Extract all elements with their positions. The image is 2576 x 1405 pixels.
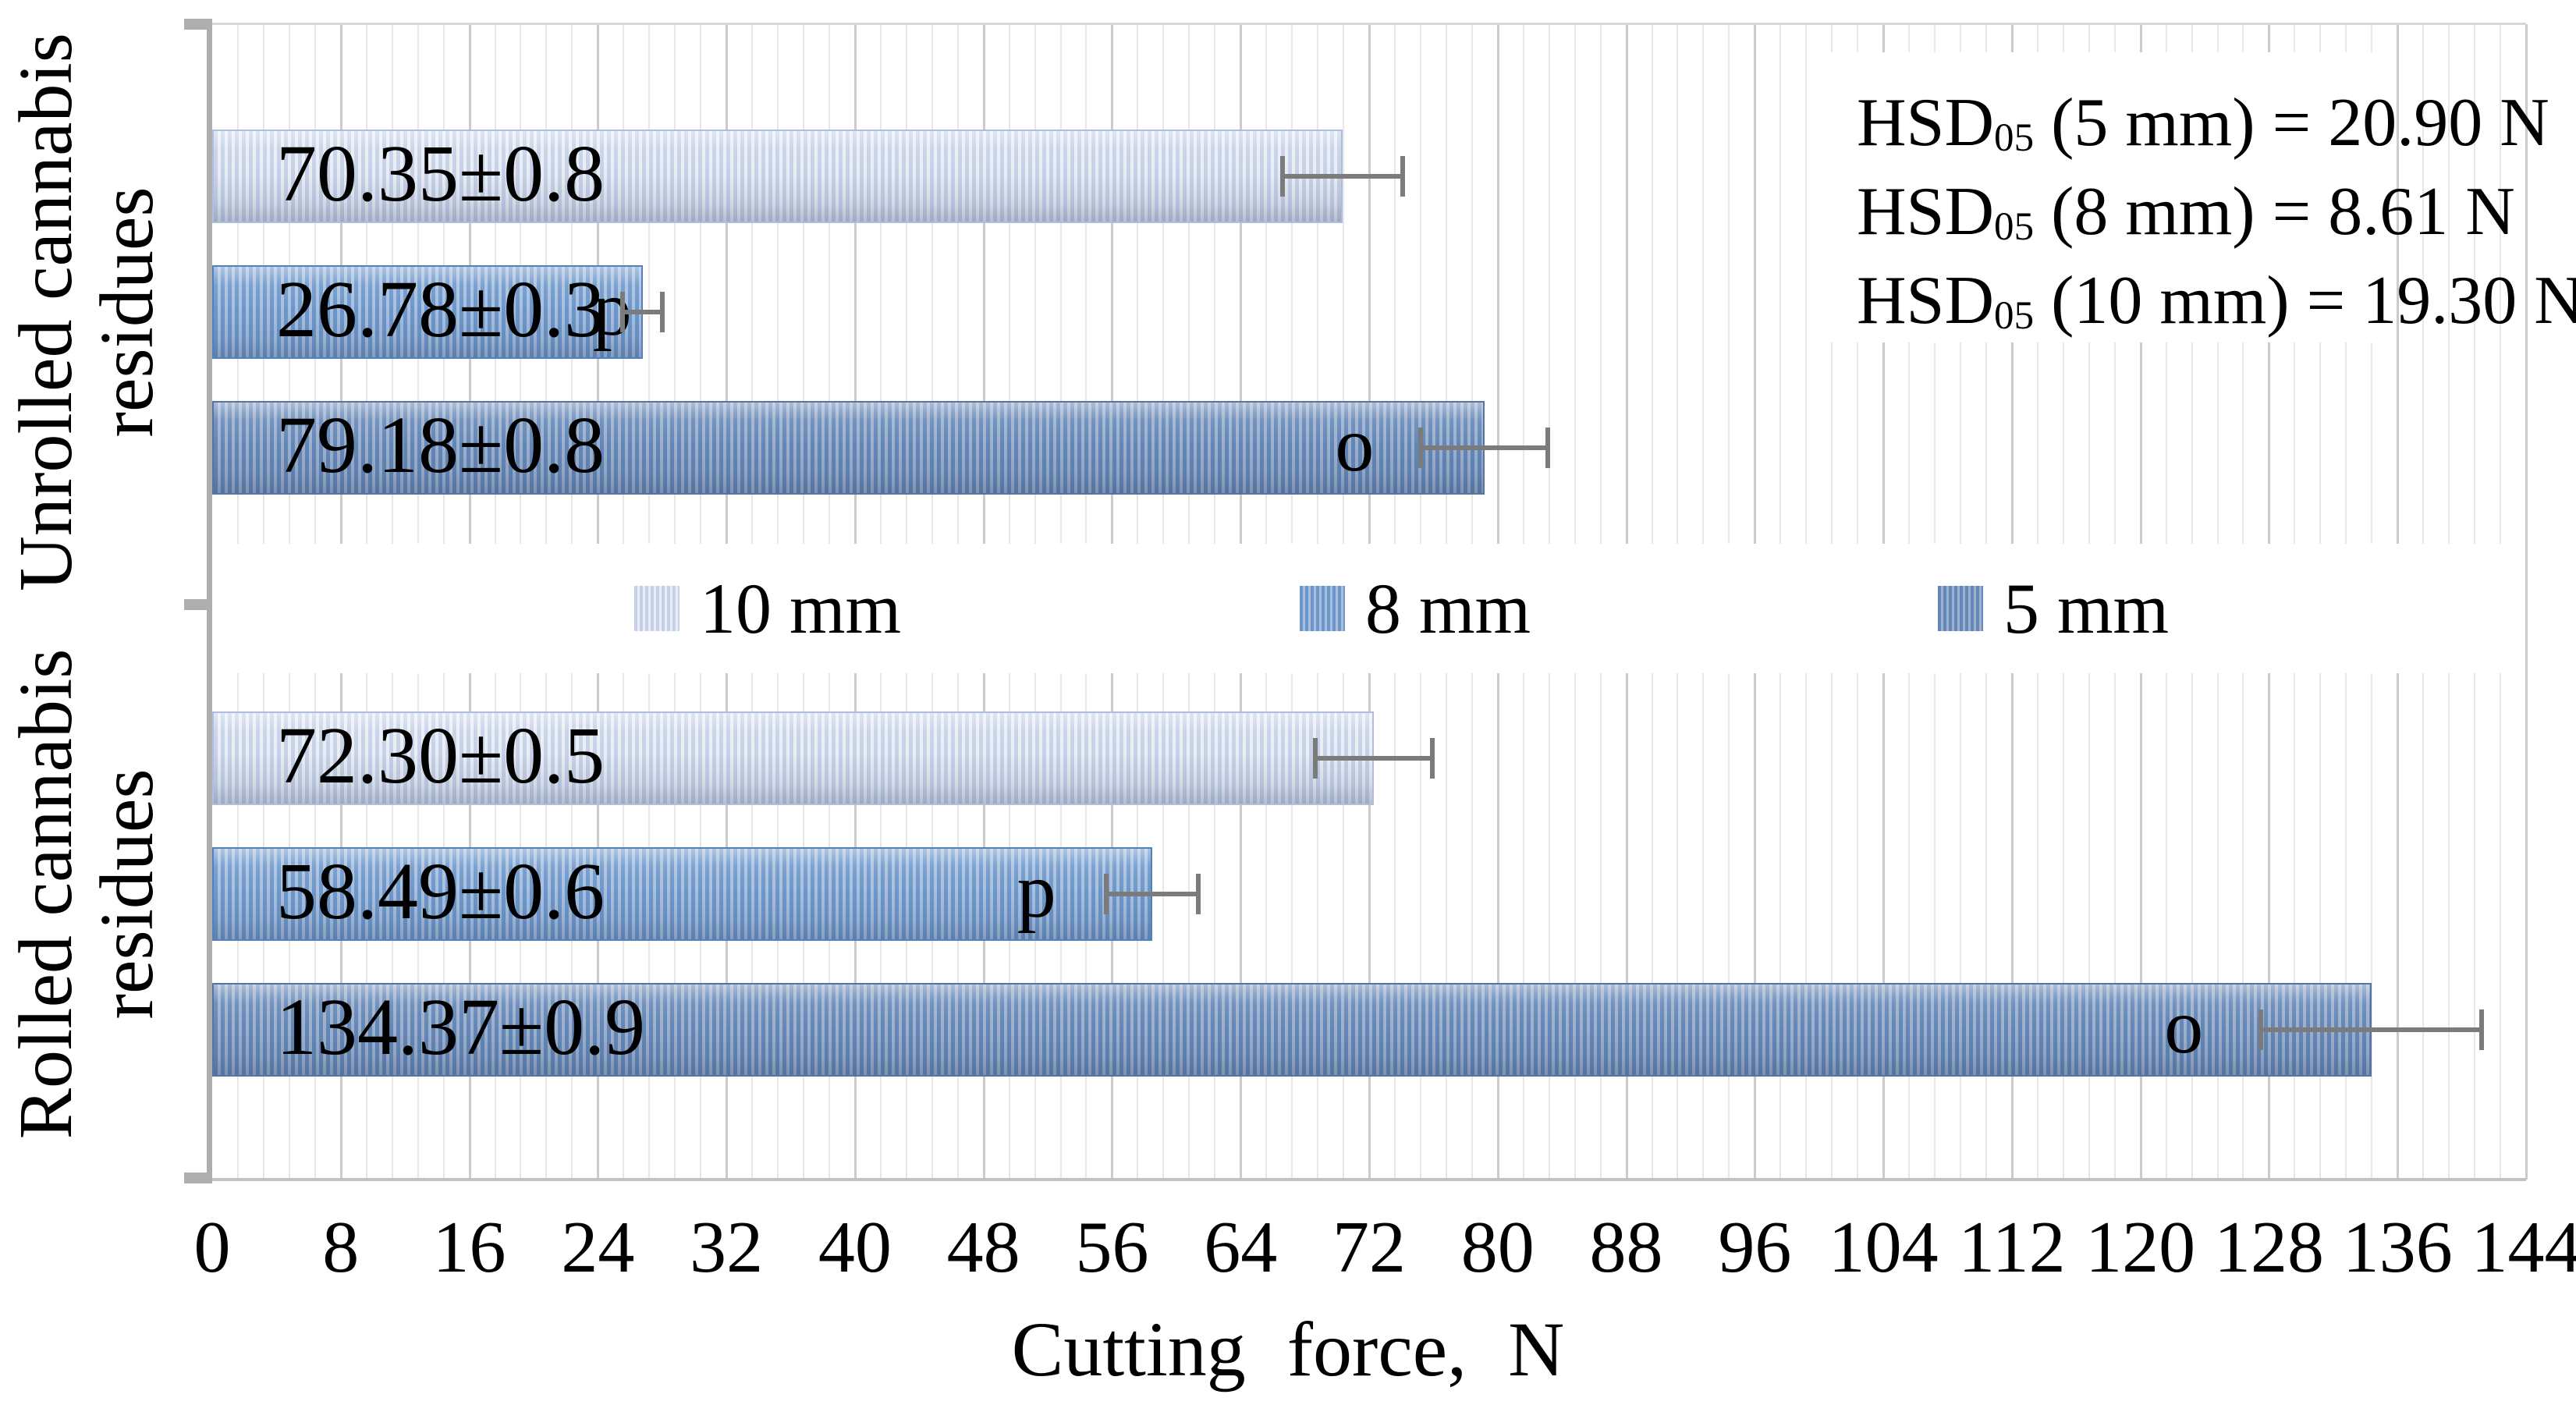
bar-value-label: 72.30±0.5 (276, 710, 605, 800)
bar-value-label: 79.18±0.8 (276, 399, 605, 490)
error-bar-cap-left (2258, 1009, 2264, 1050)
legend-item-8mm: 8 mm (1300, 569, 1531, 648)
x-axis-line (184, 1178, 2526, 1181)
error-bar-cap-right (2478, 1009, 2484, 1050)
plot-area: 70.35±0.8 26.78±0.3 p 79.18±0.8 o 72.30±0.5 58… (212, 24, 2576, 1180)
x-tick-label: 128 (2213, 1207, 2324, 1288)
error-bar-cap-right (1545, 428, 1551, 468)
legend-swatch-10mm (634, 586, 679, 631)
bar-value-label: 134.37±0.9 (276, 981, 646, 1072)
error-bar-line (1418, 445, 1551, 450)
legend-item-5mm: 5 mm (1938, 569, 2170, 648)
x-tick-label: 16 (432, 1207, 506, 1288)
x-tick-label: 96 (1718, 1207, 1792, 1288)
x-axis-title: Cutting force, N (1011, 1306, 1565, 1393)
bar-10mm-group1: 70.35±0.8 (212, 128, 1343, 223)
stat-letter-p: p (592, 264, 632, 352)
x-tick-label: 0 (193, 1207, 231, 1288)
x-tick-label: 104 (1828, 1207, 1939, 1288)
legend: 10 mm 8 mm 5 mm (215, 544, 2523, 673)
legend-label: 10 mm (700, 569, 902, 648)
bar-8mm-group2: 58.49±0.6 p (212, 846, 1152, 941)
legend-label: 8 mm (1365, 569, 1531, 648)
x-tick-label: 40 (818, 1207, 892, 1288)
stat-letter-p: p (1017, 846, 1056, 934)
x-tick-label: 48 (946, 1207, 1020, 1288)
stat-letter-o: o (1335, 400, 1375, 488)
error-bar-cap-right (1195, 874, 1201, 914)
error-bar-cap-left (1103, 874, 1109, 914)
stat-letter-o: o (2164, 982, 2204, 1070)
y-axis-tick-top (184, 19, 212, 30)
error-bar-cap-left (1279, 156, 1285, 197)
hsd-annotation-line: HSD05 (10 mm) = 19.30 N (1857, 263, 2576, 339)
major-gridline (2525, 24, 2528, 1180)
y-axis-tick-middle (184, 599, 212, 610)
x-tick-label: 64 (1204, 1207, 1278, 1288)
legend-item-10mm: 10 mm (634, 569, 902, 648)
bar-value-label: 70.35±0.8 (276, 128, 605, 218)
category-label-group2: Rolled cannabis residues (4, 648, 169, 1140)
x-tick-label: 88 (1589, 1207, 1663, 1288)
error-bar-line (619, 310, 665, 314)
error-bar-cap-right (660, 292, 665, 332)
x-tick-label: 136 (2342, 1207, 2453, 1288)
bar-value-label: 58.49±0.6 (276, 846, 605, 936)
x-tick-label: 144 (2471, 1207, 2576, 1288)
error-bar-cap-left (1312, 738, 1318, 779)
bar-5mm-group2: 134.37±0.9 o (212, 981, 2372, 1077)
error-bar-cap-left (1418, 428, 1424, 468)
x-tick-label: 80 (1460, 1207, 1535, 1288)
hsd-annotation-line: HSD05 (8 mm) = 8.61 N (1857, 174, 2515, 250)
error-bar-cap-left (619, 292, 625, 332)
error-bar-line (1279, 174, 1406, 179)
x-tick-label: 24 (561, 1207, 635, 1288)
plot-top-border (212, 23, 2526, 25)
x-tick-label: 56 (1075, 1207, 1149, 1288)
legend-swatch-8mm (1300, 586, 1345, 631)
x-tick-label: 120 (2085, 1207, 2196, 1288)
x-tick-label: 72 (1332, 1207, 1406, 1288)
x-tick-label: 112 (1958, 1207, 2066, 1288)
bar-value-label: 26.78±0.3 (276, 264, 605, 354)
y-axis-tick-bottom (184, 1173, 212, 1183)
x-tick-label: 8 (322, 1207, 360, 1288)
error-bar-line (2258, 1027, 2484, 1032)
bar-8mm-group1: 26.78±0.3 p (212, 264, 643, 359)
hsd-annotation-line: HSD05 (5 mm) = 20.90 N (1857, 85, 2549, 161)
error-bar-cap-right (1400, 156, 1406, 197)
hsd-annotation-box: HSD05 (5 mm) = 20.90 N HSD05 (8 mm) = 8.6… (1811, 52, 2576, 342)
error-bar-line (1103, 892, 1201, 896)
bar-10mm-group2: 72.30±0.5 (212, 710, 1375, 805)
legend-label: 5 mm (2003, 569, 2170, 648)
legend-swatch-5mm (1938, 586, 1983, 631)
bar-5mm-group1: 79.18±0.8 o (212, 399, 1485, 495)
error-bar-line (1312, 756, 1435, 761)
x-tick-label: 32 (690, 1207, 764, 1288)
error-bar-cap-right (1430, 738, 1435, 779)
